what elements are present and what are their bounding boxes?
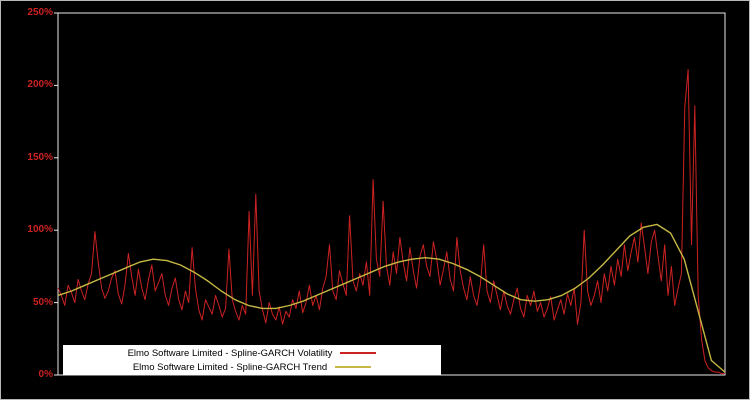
- y-axis-tick-label: 200%: [27, 79, 53, 91]
- trend-line: [57, 223, 726, 373]
- y-axis-tick-label: 150%: [27, 151, 53, 163]
- y-axis-tick-label: 100%: [27, 224, 53, 236]
- legend: Elmo Software Limited - Spline-GARCH Vol…: [63, 345, 441, 375]
- legend-item-volatility: Elmo Software Limited - Spline-GARCH Vol…: [63, 347, 441, 360]
- legend-item-trend: Elmo Software Limited - Spline-GARCH Tre…: [63, 361, 441, 374]
- y-axis-tick-label: 250%: [27, 7, 53, 18]
- y-axis-tick-label: 0%: [38, 369, 53, 380]
- volatility-line: [57, 69, 725, 375]
- trend-line-sample: [335, 366, 372, 368]
- y-axis-tick-label: 50%: [32, 296, 53, 308]
- legend-label-volatility: Elmo Software Limited - Spline-GARCH Vol…: [127, 347, 333, 359]
- legend-label-trend: Elmo Software Limited - Spline-GARCH Tre…: [132, 361, 328, 373]
- axis-frame: [57, 12, 726, 376]
- volatility-line-sample: [340, 352, 377, 354]
